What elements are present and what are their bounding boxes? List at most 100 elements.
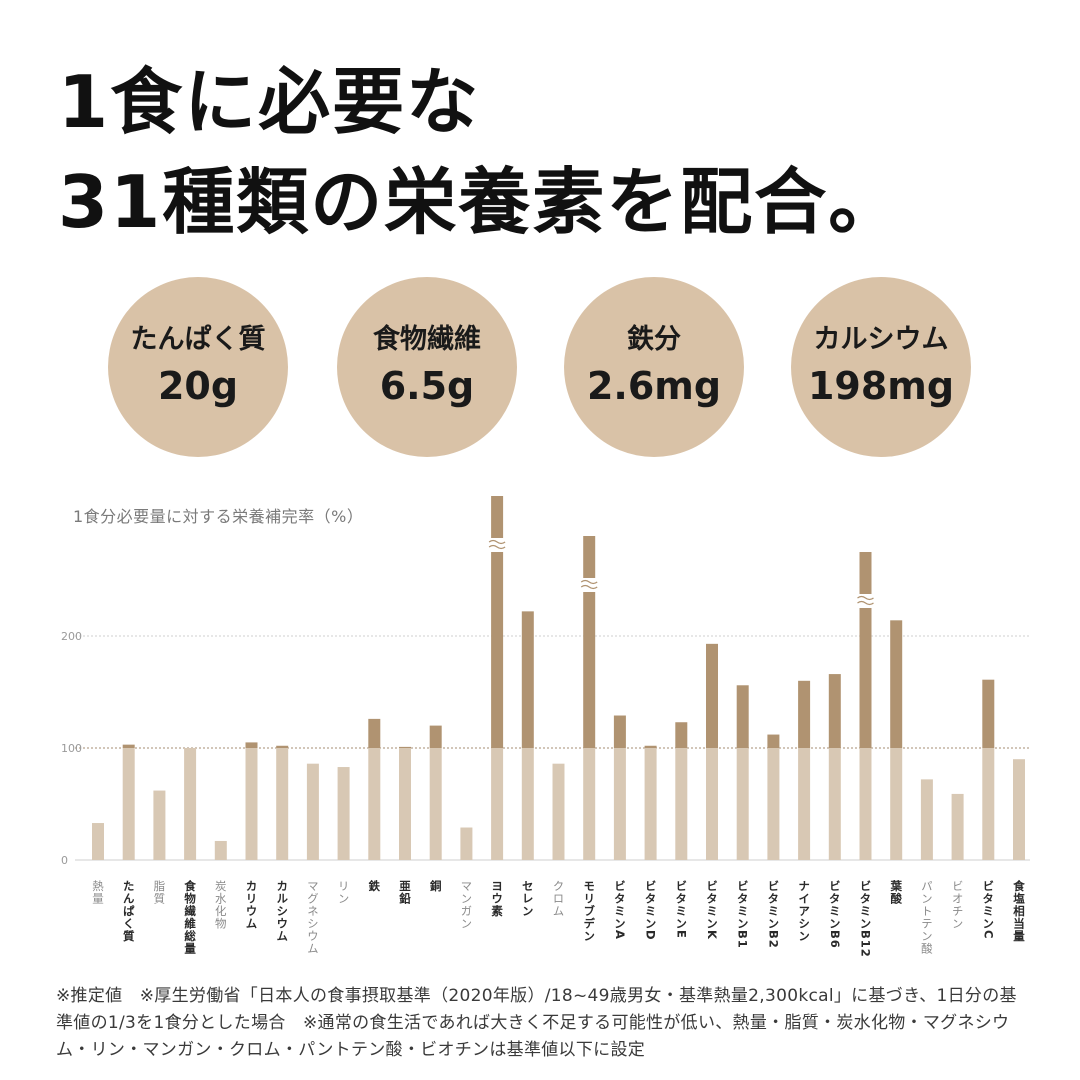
- axis-break-wave: [857, 595, 874, 601]
- category-label: ビタミンE: [674, 880, 688, 939]
- category-label: ビタミンB12: [859, 880, 873, 958]
- bar-マンガン-base: [460, 827, 473, 860]
- highlight-label: 鉄分: [627, 324, 681, 355]
- bar-銅-excess: [429, 725, 442, 748]
- axis-break-wave: [580, 579, 598, 585]
- category-label: ナイアシン: [797, 880, 811, 943]
- bar-ヨウ素-excess: [491, 496, 504, 748]
- category-label: マンガン: [459, 880, 473, 930]
- highlight-label: たんぱく質: [130, 324, 266, 355]
- category-label: ビタミンC: [981, 880, 995, 939]
- bar-ビタミンA-excess: [613, 715, 626, 748]
- bar-ビタミンC-base: [982, 748, 995, 860]
- highlight-circle-calcium: カルシウム 198mg: [791, 277, 971, 457]
- axis-break-wave: [488, 544, 506, 550]
- bar-熱量-base: [92, 823, 104, 860]
- bar-マグネシウム-base: [306, 763, 319, 860]
- bar-ビタミンK-base: [706, 748, 718, 860]
- bar-リン-base: [337, 767, 350, 860]
- bar-ビタミンB1-excess: [736, 685, 749, 748]
- bar-ビタミンD-base: [644, 748, 657, 860]
- bar-葉酸-excess: [890, 620, 903, 748]
- bar-ビタミンE-excess: [675, 722, 688, 748]
- bar-セレン-excess: [521, 611, 534, 748]
- bar-ビタミンB6-base: [828, 748, 841, 860]
- category-label: ビタミンK: [705, 880, 719, 940]
- bar-ビタミンB6-excess: [828, 674, 841, 748]
- category-label: ヨウ素: [490, 880, 504, 918]
- category-label: セレン: [521, 880, 535, 918]
- bar-ビタミンB2-base: [767, 748, 780, 860]
- axis-break-gap: [580, 578, 599, 592]
- bar-食物繊維総量-base: [184, 748, 197, 860]
- bar-セレン-base: [521, 748, 534, 860]
- bar-食塩相当量-base: [1013, 759, 1025, 860]
- bar-カリウム-excess: [245, 742, 258, 748]
- category-label: カリウム: [245, 880, 259, 930]
- bar-亜鉛-base: [399, 748, 411, 860]
- bar-銅-base: [429, 748, 442, 860]
- bar-カリウム-base: [245, 748, 258, 860]
- category-label: 熱量: [91, 880, 105, 905]
- axis-break-wave: [488, 539, 506, 545]
- bar-ビタミンB12-excess: [859, 552, 872, 748]
- highlight-value: 2.6mg: [586, 364, 722, 408]
- bar-炭水化物-base: [214, 840, 227, 860]
- category-label: リン: [337, 880, 351, 905]
- bar-たんぱく質-base: [122, 748, 135, 860]
- bar-モリブデン-excess: [583, 536, 596, 748]
- category-label: ビタミンD: [644, 880, 658, 941]
- headline-line-2: 31種類の栄養素を配合。: [58, 160, 903, 244]
- bar-ビタミンK-excess: [706, 643, 718, 748]
- bar-モリブデン-base: [583, 748, 596, 860]
- headline: 1食に必要な 31種類の栄養素を配合。: [58, 52, 902, 252]
- bar-カルシウム-base: [276, 748, 289, 860]
- bar-パントテン酸-base: [920, 779, 933, 860]
- highlight-value: 20g: [157, 364, 239, 408]
- chart-title: 1食分必要量に対する栄養補完率（%）: [73, 507, 364, 526]
- bar-たんぱく質-excess: [122, 744, 135, 748]
- category-label: カルシウム: [275, 880, 289, 943]
- bar-クロム-base: [552, 763, 565, 860]
- bar-亜鉛-excess: [399, 746, 411, 748]
- category-label: ビタミンB2: [766, 880, 780, 949]
- bar-ビタミンB2-excess: [767, 734, 780, 748]
- highlight-label: カルシウム: [813, 324, 949, 355]
- highlight-circle-fiber: 食物繊維 6.5g: [337, 277, 517, 457]
- category-label: パントテン酸: [920, 880, 934, 955]
- highlight-circle-protein: たんぱく質 20g: [108, 277, 288, 457]
- bar-ビタミンA-base: [613, 748, 626, 860]
- bar-葉酸-base: [890, 748, 903, 860]
- axis-break-wave: [857, 600, 874, 606]
- highlight-value: 198mg: [807, 364, 955, 408]
- category-label: 脂質: [152, 879, 166, 905]
- bar-ビタミンD-excess: [644, 745, 657, 748]
- category-label: ビタミンB6: [828, 880, 842, 949]
- axis-break-gap: [488, 538, 507, 552]
- category-label: たんぱく質: [122, 880, 136, 943]
- bar-鉄-excess: [368, 718, 381, 748]
- highlight-value: 6.5g: [379, 364, 475, 408]
- category-label: 食物繊維総量: [183, 879, 197, 955]
- footnote: ※推定値 ※厚生労働省「日本人の食事摂取基準（2020年版）/18~49歳男女・…: [56, 986, 1017, 1060]
- bar-ビタミンC-excess: [982, 679, 995, 748]
- category-label: 鉄: [367, 879, 381, 892]
- highlight-label: 食物繊維: [373, 324, 481, 355]
- bar-ビオチン-base: [951, 793, 964, 860]
- bar-ビタミンB1-base: [736, 748, 749, 860]
- axis-break-wave: [580, 584, 598, 590]
- bar-ヨウ素-base: [491, 748, 504, 860]
- highlight-circle-iron: 鉄分 2.6mg: [564, 277, 744, 457]
- category-label: 亜鉛: [398, 880, 412, 905]
- category-label: ビタミンB1: [736, 880, 750, 949]
- category-label: ビオチン: [951, 880, 965, 930]
- bar-脂質-base: [153, 790, 166, 860]
- y-tick-label: 100: [61, 742, 82, 755]
- category-label: 銅: [429, 879, 443, 892]
- category-label: 葉酸: [889, 879, 903, 905]
- headline-line-1: 1食に必要な: [58, 60, 481, 144]
- bar-ビタミンE-base: [675, 748, 688, 860]
- nutrient-highlights: たんぱく質 20g 食物繊維 6.5g 鉄分 2.6mg カルシウム 198mg: [108, 277, 978, 457]
- category-label: 炭水化物: [214, 880, 228, 930]
- category-label: 食塩相当量: [1012, 879, 1026, 942]
